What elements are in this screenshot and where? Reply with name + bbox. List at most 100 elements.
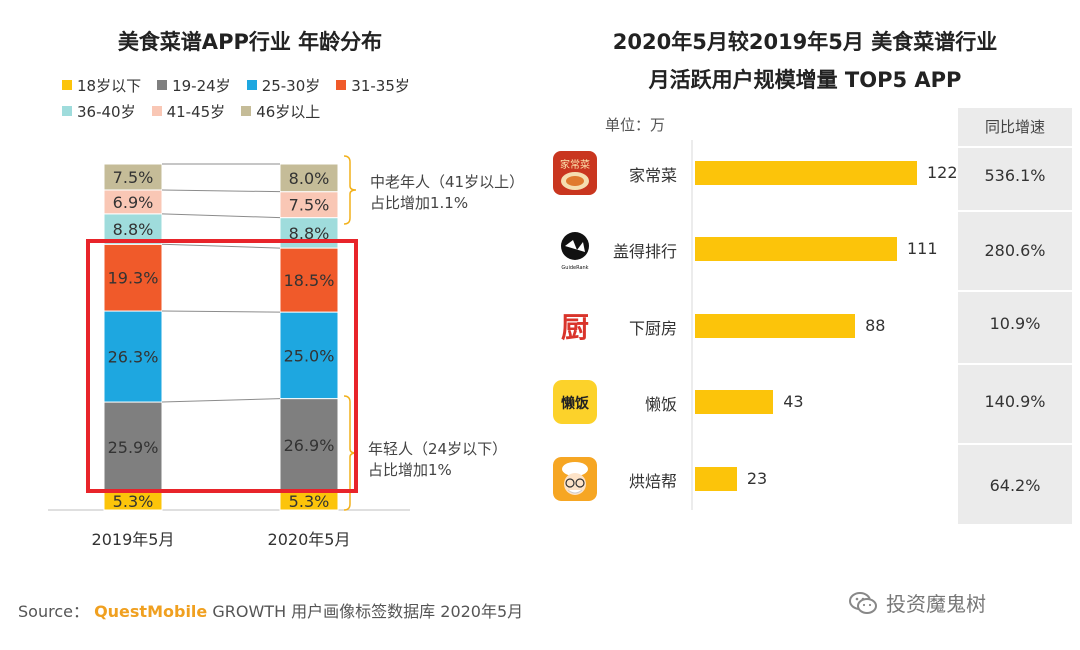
annotation-young-users: 年轻人（24岁以下） 占比增加1% [368, 439, 507, 481]
bar-segment [279, 217, 339, 249]
bar-segment [279, 398, 339, 493]
yoy-separator [958, 363, 1072, 365]
legend-swatch [62, 106, 72, 116]
lion-logo-icon: GuideRank [553, 227, 597, 271]
svg-text:懒饭: 懒饭 [561, 395, 590, 412]
bar-segment [279, 311, 339, 400]
legend-swatch [151, 106, 162, 116]
wechat-icon [849, 591, 877, 614]
connector-line [161, 243, 281, 249]
annotation-old-line2: 占比增加1.1% [370, 194, 469, 212]
brace-old [343, 155, 357, 225]
legend-item: 31-35岁 [336, 72, 410, 98]
segment-label: 6.9% [113, 193, 154, 212]
connector-line [161, 398, 281, 403]
legend-label: 31-35岁 [351, 76, 410, 95]
svg-text:GuideRank: GuideRank [561, 265, 588, 271]
app-bar [695, 467, 737, 491]
watermark: 投资魔鬼树 [848, 588, 986, 617]
segment-label: 25.9% [108, 438, 159, 457]
app-name-label: 烘焙帮 [628, 472, 677, 491]
yoy-value: 140.9% [984, 392, 1046, 411]
segment-label: 19.3% [108, 269, 159, 288]
left-chart-legend: 18岁以下 19-24岁 25-30岁 31-35岁 36-40岁 41-45岁 46岁以上 [62, 72, 442, 124]
legend-label: 41-45岁 [166, 102, 226, 121]
annotation-old-users: 中老年人（41岁以上） 占比增加1.1% [370, 172, 524, 214]
yoy-separator [958, 443, 1072, 445]
connector-line [161, 213, 281, 219]
home-cooking-app-icon: 家常菜 [553, 151, 597, 195]
lanfan-app-icon: 懒饭 [553, 380, 597, 424]
annotation-old-line1: 中老年人（41岁以上） [370, 173, 525, 191]
bar-segment [103, 163, 163, 191]
legend-item: 18岁以下 [62, 72, 141, 98]
svg-text:家常菜: 家常菜 [560, 158, 590, 171]
app-bar [695, 161, 917, 185]
yoy-value: 10.9% [989, 314, 1041, 333]
segment-label: 5.3% [289, 492, 330, 511]
bar-value-label: 23 [746, 469, 768, 488]
legend-item: 46岁以上 [241, 98, 320, 124]
legend-item: 41-45岁 [151, 98, 226, 124]
x-tick-label: 2020年5月 [268, 530, 351, 549]
yoy-separator [958, 290, 1072, 292]
app-bar [695, 314, 856, 338]
connector-line [161, 189, 281, 193]
app-name-label: 下厨房 [628, 319, 677, 338]
bar-value-label: 43 [783, 392, 804, 411]
annotation-young-line2: 占比增加1% [368, 461, 452, 479]
app-name-label: 懒饭 [644, 395, 677, 414]
bar-segment [103, 401, 163, 493]
right-chart-title-line1: 2020年5月较2019年5月 美食菜谱行业 [612, 30, 998, 54]
source-prefix: Source： [18, 602, 89, 621]
yoy-value: 536.1% [984, 166, 1046, 185]
segment-label: 18.5% [284, 271, 335, 290]
legend-label: 46岁以上 [256, 102, 321, 121]
bar-value-label: 88 [865, 316, 886, 335]
bar-value-label: 111 [906, 239, 938, 258]
yoy-header: 同比增速 [958, 108, 1072, 148]
left-chart-title: 美食菜谱APP行业 年龄分布 [117, 30, 383, 54]
source-brand: QuestMobile [94, 602, 208, 621]
segment-label: 25.0% [284, 346, 335, 365]
legend-item: 36-40岁 [62, 98, 136, 124]
bar-segment [103, 243, 163, 312]
legend-label: 36-40岁 [77, 102, 136, 121]
legend-swatch [62, 80, 72, 90]
right-chart-title-line2: 月活跃用户规模增量 TOP5 APP [648, 68, 962, 92]
legend-label: 25-30岁 [261, 76, 321, 95]
bar-segment [279, 191, 339, 219]
annotation-young-line1: 年轻人（24岁以下） [368, 440, 508, 458]
kitchen-char-icon: 厨 [553, 304, 597, 348]
segment-label: 8.8% [113, 220, 154, 239]
legend-label: 19-24岁 [172, 76, 231, 95]
segment-label: 26.3% [108, 348, 159, 367]
legend-swatch [246, 80, 257, 90]
bar-segment [103, 310, 163, 403]
legend-swatch [241, 106, 252, 116]
bar-segment [279, 247, 339, 313]
watermark-text: 投资魔鬼树 [886, 592, 986, 616]
segment-label: 7.5% [289, 196, 330, 215]
app-name-label: 家常菜 [628, 166, 677, 185]
app-bar [695, 390, 774, 414]
segment-label: 26.9% [284, 436, 335, 455]
yoy-value: 280.6% [984, 241, 1046, 260]
source-text: GROWTH 用户画像标签数据库 2020年5月 [212, 602, 524, 621]
yoy-separator [958, 210, 1072, 212]
legend-item: 25-30岁 [246, 72, 321, 98]
chef-face-icon [553, 457, 597, 501]
segment-label: 7.5% [113, 168, 154, 187]
bar-segment [279, 163, 339, 193]
bar-value-label: 122 [927, 163, 958, 182]
connector-line [161, 310, 281, 313]
yoy-value: 64.2% [989, 476, 1041, 495]
legend-label: 18岁以下 [77, 76, 142, 95]
segment-label: 8.0% [289, 169, 330, 188]
legend-swatch [157, 80, 168, 90]
app-bar [695, 237, 897, 261]
legend-item: 19-24岁 [157, 72, 231, 98]
age-distribution-chart: 5.3% 25.9% 26.3% 19.3% 8.8% 6.9% 7.5% 2019年5月 5.… [48, 155, 410, 549]
svg-text:厨: 厨 [561, 311, 589, 344]
legend-swatch [336, 80, 347, 90]
